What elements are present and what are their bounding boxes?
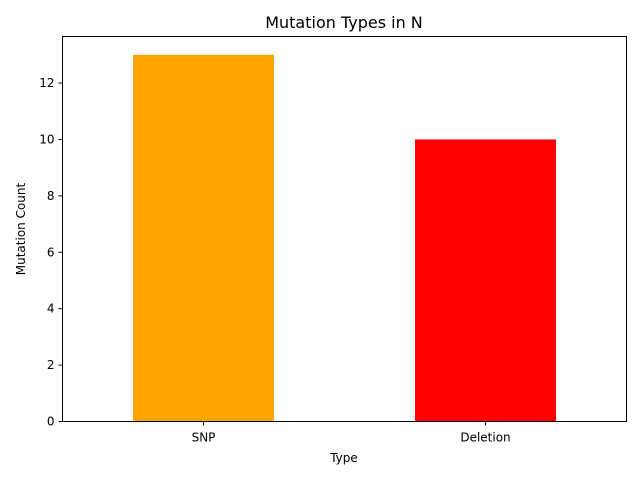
y-tick-label: 2: [47, 358, 55, 372]
x-tick-label: SNP: [192, 431, 216, 445]
y-tick-label: 10: [39, 132, 54, 146]
bar-deletion: [415, 139, 556, 422]
y-axis-ticks: 0 2 4 6 8 10 12: [39, 76, 63, 429]
x-axis-ticks: SNP Deletion: [192, 421, 511, 445]
y-tick-label: 4: [47, 302, 55, 316]
bars-group: [133, 54, 556, 422]
plot-frame: [62, 36, 627, 422]
x-tick-label: Deletion: [460, 431, 510, 445]
y-tick-label: 0: [47, 415, 55, 429]
y-tick-label: 12: [39, 76, 54, 90]
chart-title: Mutation Types in N: [265, 13, 423, 32]
y-tick-label: 6: [47, 245, 55, 259]
bar-snp: [133, 54, 274, 422]
y-tick-label: 8: [47, 189, 55, 203]
y-axis-label: Mutation Count: [14, 182, 28, 275]
x-axis-label: Type: [329, 451, 358, 465]
